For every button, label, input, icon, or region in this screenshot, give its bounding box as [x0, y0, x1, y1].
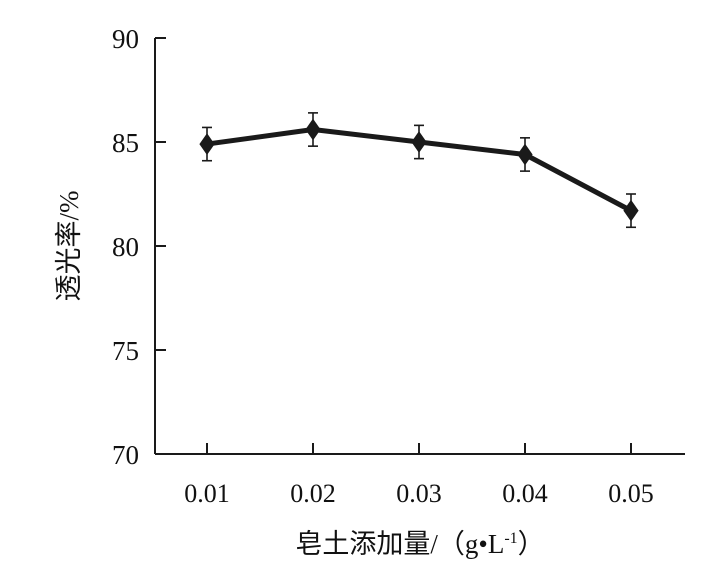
data-point: [517, 143, 533, 166]
y-tick-label: 70: [112, 440, 139, 470]
x-axis-title: 皂土添加量/（g•L-1）: [295, 529, 544, 559]
data-point: [305, 118, 321, 141]
x-tick-label: 0.04: [502, 479, 548, 508]
x-tick-label: 0.05: [608, 479, 654, 508]
data-point: [623, 199, 639, 222]
data-point: [411, 131, 427, 153]
y-tick-label: 90: [112, 24, 139, 54]
y-tick-label: 85: [112, 128, 139, 158]
y-axis-title: 透光率/%: [54, 191, 84, 302]
x-tick-label: 0.03: [396, 479, 442, 508]
x-tick-label: 0.01: [184, 479, 230, 508]
y-tick-label: 75: [112, 336, 139, 366]
series-layer: [199, 112, 639, 229]
axes: 70 75 80 85 90 0.01 0.02 0.03 0.04 0.05: [112, 24, 685, 508]
data-point: [199, 133, 215, 155]
y-tick-label: 80: [112, 232, 139, 262]
x-tick-label: 0.02: [290, 479, 336, 508]
